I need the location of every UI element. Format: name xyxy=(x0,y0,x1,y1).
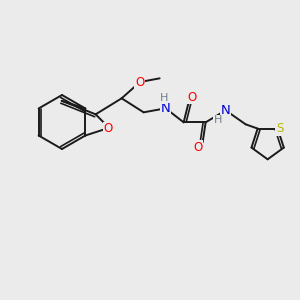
Text: N: N xyxy=(221,104,230,117)
Text: O: O xyxy=(135,76,144,89)
Text: N: N xyxy=(161,102,170,115)
Text: O: O xyxy=(193,141,202,154)
Text: O: O xyxy=(103,122,112,135)
Text: H: H xyxy=(214,115,222,125)
Text: S: S xyxy=(276,122,283,135)
Text: H: H xyxy=(160,93,168,103)
Text: O: O xyxy=(187,91,196,104)
